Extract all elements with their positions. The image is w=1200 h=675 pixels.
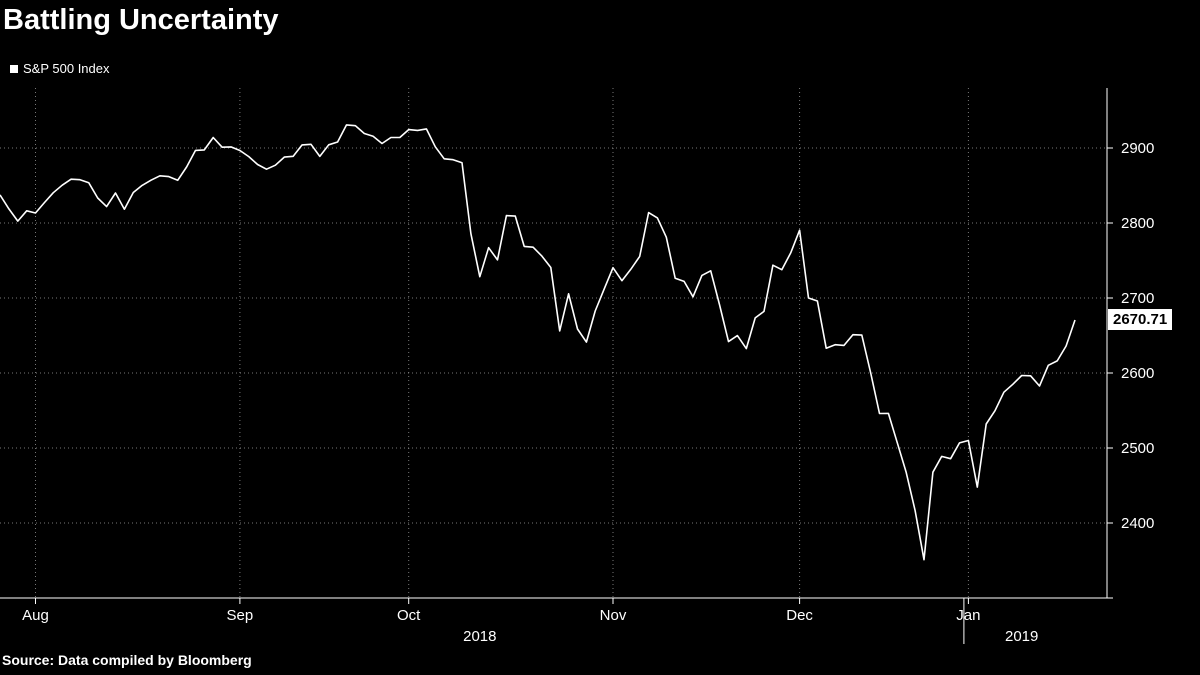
legend: S&P 500 Index (10, 61, 110, 76)
svg-text:Sep: Sep (227, 607, 254, 624)
svg-text:2900: 2900 (1121, 140, 1154, 157)
svg-text:2018: 2018 (463, 628, 496, 645)
svg-text:Nov: Nov (600, 607, 627, 624)
svg-text:2019: 2019 (1005, 628, 1038, 645)
source-note: Source: Data compiled by Bloomberg (2, 652, 252, 668)
legend-label: S&P 500 Index (23, 61, 110, 76)
price-line-chart: 2400 2500 2600 2700 2800 2900 Aug Sep Oct Nov Dec J… (0, 88, 1154, 645)
svg-text:2500: 2500 (1121, 440, 1154, 457)
svg-text:Dec: Dec (786, 607, 813, 624)
svg-text:2600: 2600 (1121, 365, 1154, 382)
legend-swatch-icon (10, 64, 18, 73)
svg-text:2400: 2400 (1121, 515, 1154, 532)
svg-text:Aug: Aug (22, 607, 49, 624)
last-price-label: 2670.71 (1108, 309, 1173, 330)
svg-text:Oct: Oct (397, 607, 421, 624)
svg-text:Jan: Jan (956, 607, 980, 624)
price-line (0, 124, 1076, 561)
svg-text:2700: 2700 (1121, 290, 1154, 307)
svg-text:2800: 2800 (1121, 215, 1154, 232)
chart-title: Battling Uncertainty (3, 4, 279, 36)
